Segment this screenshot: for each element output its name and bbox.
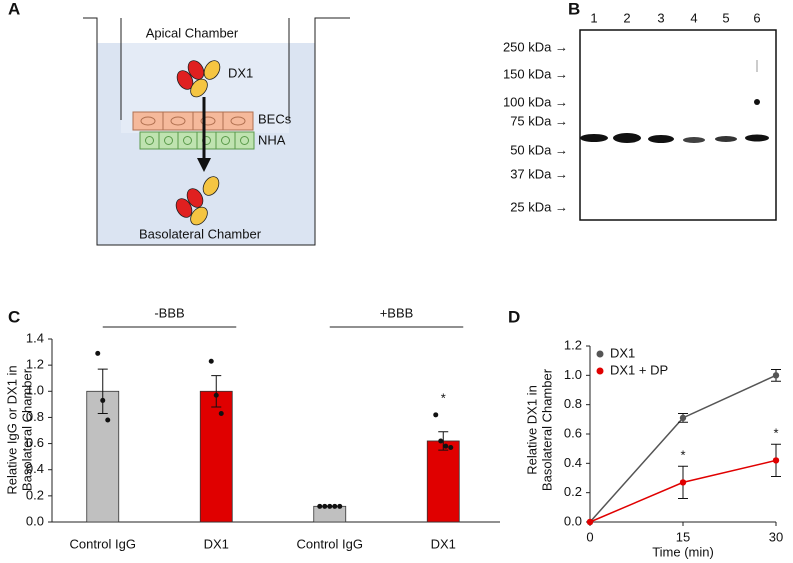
y-axis-label: Relative IgG or DX1 in (4, 365, 19, 494)
legend-marker (596, 350, 604, 358)
x-tick-label: DX1 (431, 536, 456, 551)
panel-label: A (8, 0, 20, 18)
x-tick-label: Control IgG (297, 536, 363, 551)
y-tick-label: 1.0 (564, 367, 582, 382)
data-point (679, 479, 687, 486)
x-tick-label: 15 (676, 529, 690, 544)
y-tick-label: 0.6 (26, 435, 44, 450)
data-point (100, 397, 106, 403)
marker-label: 100 kDa → (503, 94, 568, 109)
error-bar (211, 375, 222, 408)
label: BECs (258, 111, 292, 126)
lane-label: 5 (722, 10, 729, 25)
marker-label: 37 kDa → (510, 166, 568, 181)
legend-marker (596, 367, 604, 375)
data-point (322, 503, 328, 509)
y-tick-label: 0.8 (564, 396, 582, 411)
data-point (105, 417, 111, 423)
x-tick-label: Control IgG (70, 536, 136, 551)
bar (199, 390, 233, 523)
data-point (337, 503, 343, 509)
x-tick-label: 30 (769, 529, 783, 544)
nha-layer (139, 131, 255, 150)
data-point (317, 503, 323, 509)
data-point (772, 457, 780, 464)
y-tick-label: 0.2 (26, 487, 44, 502)
lane-label: 3 (657, 10, 664, 25)
y-tick-label: 0.6 (564, 425, 582, 440)
blot-frame (579, 29, 777, 221)
data-point (438, 438, 444, 444)
western-blot (579, 29, 777, 221)
data-point (433, 412, 439, 418)
data-point (332, 503, 338, 509)
transwell-diagram: Apical Chamber DX1 BECs NHA Basolateral … (83, 17, 350, 246)
y-tick-label: 0.4 (564, 455, 582, 470)
bar (426, 440, 460, 523)
lane-label: 2 (623, 10, 630, 25)
y-tick-label: 1.2 (26, 357, 44, 372)
data-point (772, 372, 780, 379)
data-point (95, 350, 101, 356)
data-point (208, 358, 214, 364)
marker-label: 75 kDa → (510, 113, 568, 128)
antibody-icon (175, 176, 220, 226)
well-outline (83, 17, 350, 246)
data-point (679, 414, 687, 422)
significance: * (441, 390, 446, 405)
bands (580, 60, 769, 143)
x-tick-label: DX1 (204, 536, 229, 551)
y-tick-label: 1.0 (26, 383, 44, 398)
y-tick-label: 0.0 (564, 513, 582, 528)
marker-label: 150 kDa → (503, 66, 568, 81)
arrow-head (197, 158, 211, 172)
y-tick-label: 0.2 (564, 484, 582, 499)
y-tick-label: 0.4 (26, 461, 44, 476)
marker-label: 250 kDa → (503, 39, 568, 54)
label: Basolateral Chamber (139, 226, 262, 241)
marker-label: 25 kDa → (510, 199, 568, 214)
legend-label: DX1 + DP (610, 362, 668, 377)
lane-label: 4 (690, 10, 697, 25)
y-tick-label: 1.4 (26, 330, 44, 345)
significance: * (680, 448, 685, 463)
becs-layer (132, 111, 254, 131)
data-point (218, 411, 224, 417)
marker-label: 50 kDa → (510, 142, 568, 157)
data-point (213, 392, 219, 398)
panel-label: D (508, 307, 520, 326)
panel-label: C (8, 307, 20, 326)
lane-label: 6 (753, 10, 760, 25)
data-point (327, 503, 333, 509)
y-axis-label: Basolateral Chamber (19, 368, 34, 491)
significance: * (773, 426, 778, 441)
y-axis-label: Basolateral Chamber (539, 368, 554, 491)
label: Apical Chamber (146, 25, 239, 40)
y-tick-label: 0.8 (26, 409, 44, 424)
y-tick-label: 1.2 (564, 337, 582, 352)
error-bar (97, 368, 108, 415)
x-axis-label: Time (min) (652, 544, 714, 559)
data-point (443, 443, 449, 449)
y-tick-label: 0.0 (26, 513, 44, 528)
y-axis-label: Relative DX1 in (524, 385, 539, 475)
x-tick-label: 0 (586, 529, 593, 544)
panel-label: B (568, 0, 580, 18)
group-label: +BBB (380, 305, 414, 320)
legend-label: DX1 (610, 345, 635, 360)
label: DX1 (228, 65, 253, 80)
lane-label: 1 (590, 10, 597, 25)
label: NHA (258, 132, 286, 147)
data-point (586, 518, 594, 526)
antibody-icon (176, 60, 221, 98)
group-label: -BBB (154, 305, 184, 320)
data-point (448, 444, 454, 450)
